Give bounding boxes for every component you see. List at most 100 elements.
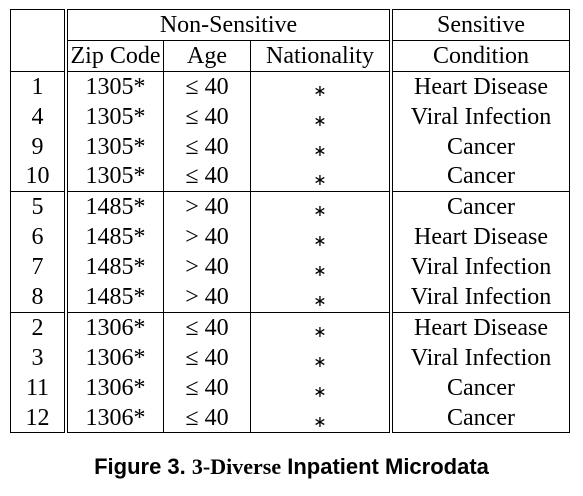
nationality-cell: ∗ <box>250 342 392 373</box>
table-row: 5 1485* > 40 ∗ Cancer <box>10 191 570 223</box>
table-row: 10 1305* ≤ 40 ∗ Cancer <box>10 161 570 193</box>
suppressed-value: ∗ <box>313 290 327 310</box>
caption-prefix: Figure 3. <box>94 454 186 479</box>
caption-number: 3-Diverse <box>191 454 282 479</box>
suppressed-value: ∗ <box>313 261 327 281</box>
nationality-cell: ∗ <box>250 131 392 162</box>
condition-cell: Heart Disease <box>389 312 570 343</box>
row-id-cell: 10 <box>10 161 67 193</box>
non-sensitive-header: Non-Sensitive <box>64 9 392 41</box>
row-id-cell: 7 <box>10 252 67 283</box>
age-cell: > 40 <box>163 282 251 313</box>
zip-code-cell: 1485* <box>64 252 164 283</box>
row-id-cell: 3 <box>10 342 67 373</box>
zip-code-cell: 1485* <box>64 191 164 223</box>
zip-code-cell: 1306* <box>64 342 164 373</box>
table-row: 4 1305* ≤ 40 ∗ Viral Infection <box>10 101 570 132</box>
row-id-cell: 12 <box>10 402 67 433</box>
condition-cell: Cancer <box>389 161 570 193</box>
suppressed-value: ∗ <box>313 231 327 251</box>
nationality-cell: ∗ <box>250 71 392 102</box>
suppressed-value: ∗ <box>313 351 327 371</box>
suppressed-value: ∗ <box>313 170 327 190</box>
suppressed-value: ∗ <box>313 110 327 130</box>
caption-suffix: Inpatient Microdata <box>287 454 489 479</box>
row-id-cell: 6 <box>10 222 67 253</box>
row-id-cell: 8 <box>10 282 67 313</box>
age-cell: ≤ 40 <box>163 71 251 102</box>
row-id-cell: 1 <box>10 71 67 102</box>
condition-cell: Viral Infection <box>389 342 570 373</box>
column-header-age: Age <box>163 40 251 72</box>
age-cell: ≤ 40 <box>163 131 251 162</box>
suppressed-value: ∗ <box>313 201 327 221</box>
table-row: 6 1485* > 40 ∗ Heart Disease <box>10 222 570 253</box>
suppressed-value: ∗ <box>313 140 327 160</box>
suppressed-value: ∗ <box>313 321 327 341</box>
zip-code-cell: 1305* <box>64 101 164 132</box>
table-row: 9 1305* ≤ 40 ∗ Cancer <box>10 131 570 162</box>
zip-code-cell: 1305* <box>64 131 164 162</box>
row-id-cell: 2 <box>10 312 67 343</box>
microdata-table: Non-Sensitive Sensitive Zip Code Age Nat… <box>10 9 570 434</box>
zip-code-cell: 1306* <box>64 372 164 403</box>
table-row: 12 1306* ≤ 40 ∗ Cancer <box>10 402 570 433</box>
condition-cell: Cancer <box>389 402 570 433</box>
condition-cell: Cancer <box>389 131 570 162</box>
microdata-table-container: Non-Sensitive Sensitive Zip Code Age Nat… <box>10 9 570 434</box>
nationality-cell: ∗ <box>250 191 392 223</box>
column-header-condition: Condition <box>389 40 570 72</box>
nationality-cell: ∗ <box>250 282 392 313</box>
age-cell: > 40 <box>163 252 251 283</box>
nationality-cell: ∗ <box>250 222 392 253</box>
suppressed-value: ∗ <box>313 381 327 401</box>
condition-cell: Viral Infection <box>389 252 570 283</box>
header-corner-cell <box>10 9 67 41</box>
nationality-cell: ∗ <box>250 402 392 433</box>
column-header-zip: Zip Code <box>64 40 164 72</box>
age-cell: ≤ 40 <box>163 101 251 132</box>
zip-code-cell: 1305* <box>64 71 164 102</box>
nationality-cell: ∗ <box>250 252 392 283</box>
age-cell: ≤ 40 <box>163 372 251 403</box>
age-cell: ≤ 40 <box>163 161 251 193</box>
zip-code-cell: 1305* <box>64 161 164 193</box>
nationality-cell: ∗ <box>250 312 392 343</box>
row-id-cell: 5 <box>10 191 67 223</box>
table-row: 7 1485* > 40 ∗ Viral Infection <box>10 252 570 283</box>
age-cell: ≤ 40 <box>163 402 251 433</box>
condition-cell: Viral Infection <box>389 282 570 313</box>
condition-cell: Heart Disease <box>389 71 570 102</box>
suppressed-value: ∗ <box>313 80 327 100</box>
table-row: 3 1306* ≤ 40 ∗ Viral Infection <box>10 342 570 373</box>
age-cell: > 40 <box>163 191 251 223</box>
table-row: 2 1306* ≤ 40 ∗ Heart Disease <box>10 312 570 343</box>
zip-code-cell: 1306* <box>64 312 164 343</box>
group-header-row: Non-Sensitive Sensitive <box>10 9 570 41</box>
condition-cell: Heart Disease <box>389 222 570 253</box>
suppressed-value: ∗ <box>313 411 327 431</box>
nationality-cell: ∗ <box>250 161 392 193</box>
age-cell: ≤ 40 <box>163 312 251 343</box>
zip-code-cell: 1306* <box>64 402 164 433</box>
zip-code-cell: 1485* <box>64 282 164 313</box>
header-id-cell <box>10 40 67 72</box>
row-id-cell: 4 <box>10 101 67 132</box>
figure-caption: Figure 3. 3-Diverse Inpatient Microdata <box>0 454 583 480</box>
condition-cell: Cancer <box>389 191 570 223</box>
nationality-cell: ∗ <box>250 101 392 132</box>
age-cell: ≤ 40 <box>163 342 251 373</box>
table-row: 8 1485* > 40 ∗ Viral Infection <box>10 282 570 313</box>
table-row: 1 1305* ≤ 40 ∗ Heart Disease <box>10 71 570 102</box>
column-header-row: Zip Code Age Nationality Condition <box>10 40 570 72</box>
row-id-cell: 11 <box>10 372 67 403</box>
zip-code-cell: 1485* <box>64 222 164 253</box>
condition-cell: Viral Infection <box>389 101 570 132</box>
nationality-cell: ∗ <box>250 372 392 403</box>
age-cell: > 40 <box>163 222 251 253</box>
condition-cell: Cancer <box>389 372 570 403</box>
sensitive-header: Sensitive <box>389 9 570 41</box>
table-row: 11 1306* ≤ 40 ∗ Cancer <box>10 372 570 403</box>
column-header-nationality: Nationality <box>250 40 392 72</box>
row-id-cell: 9 <box>10 131 67 162</box>
